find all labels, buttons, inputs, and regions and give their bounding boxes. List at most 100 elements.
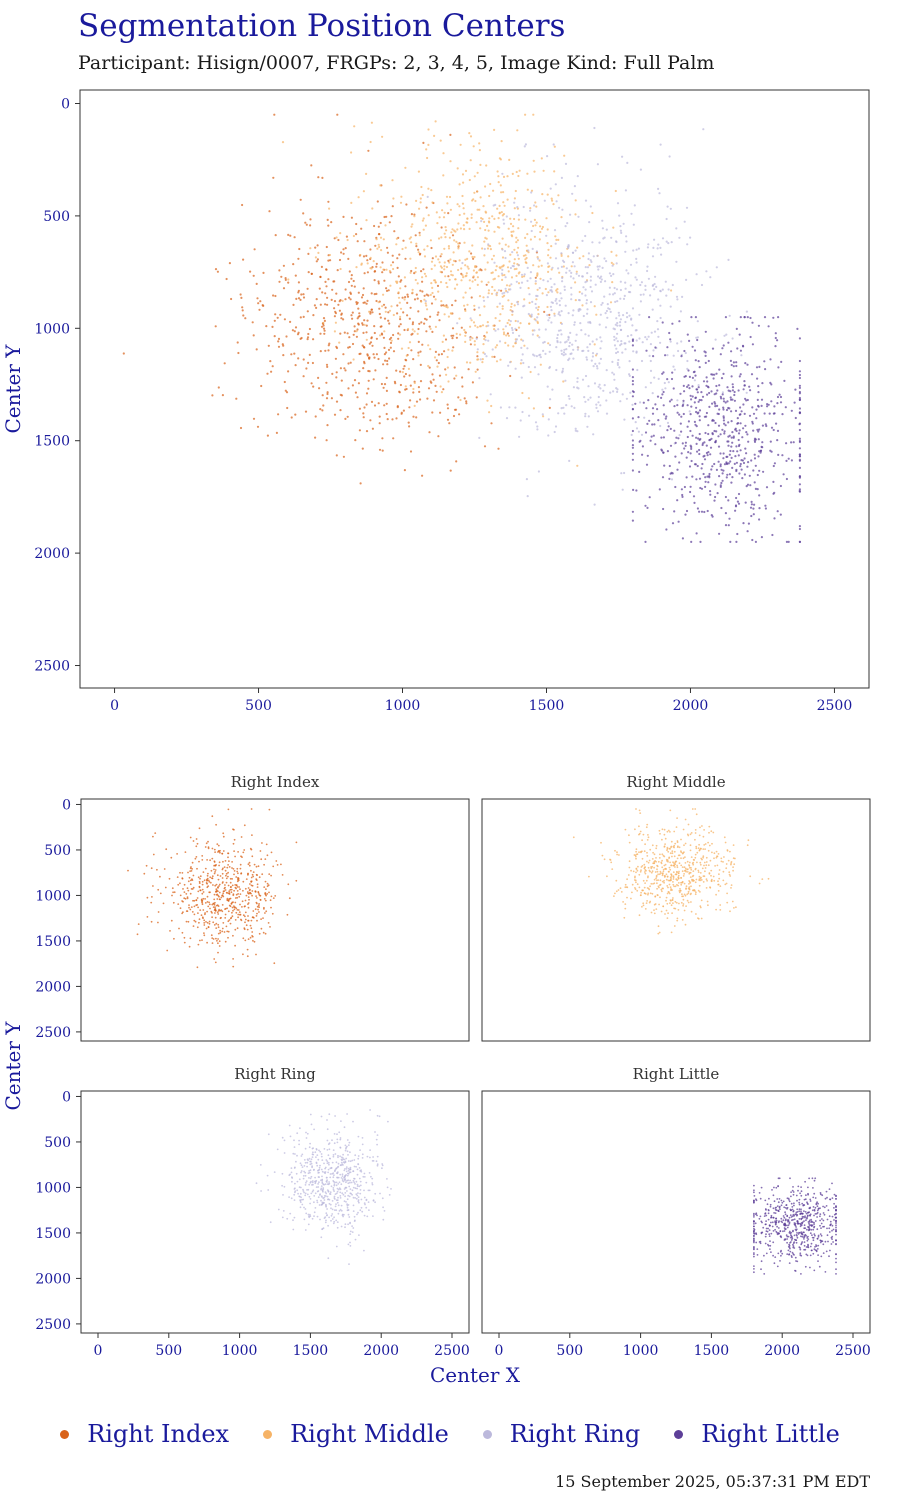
scatter-point-right-ring [289,1135,292,1138]
scatter-point-right-middle [684,862,687,864]
scatter-point-right-middle [491,285,494,289]
scatter-point-right-index [220,896,223,899]
scatter-point-right-ring [332,1155,335,1158]
scatter-point-right-middle [536,334,539,337]
scatter-point-right-index [325,439,328,442]
scatter-point-right-middle [574,199,577,202]
scatter-point-right-middle [518,169,521,172]
scatter-point-right-little [691,345,694,348]
scatter-point-right-index [270,851,273,854]
scatter-point-right-index [377,280,380,283]
scatter-point-right-index [371,344,374,347]
scatter-point-right-middle [669,831,671,833]
scatter-point-right-ring [292,1219,294,1222]
scatter-point-right-middle [615,254,618,257]
scatter-point-right-middle [490,404,493,408]
scatter-point-right-little [675,436,678,439]
scatter-point-right-little [753,481,756,484]
scatter-point-right-ring [361,1153,364,1156]
scatter-point-right-little [681,495,684,498]
scatter-point-right-middle [486,247,490,250]
scatter-point-right-ring [612,293,615,296]
scatter-point-right-index [302,212,305,215]
scatter-point-right-ring [309,1198,312,1200]
scatter-point-right-ring [617,311,620,314]
scatter-point-right-little [787,457,790,460]
scatter-point-right-index [206,874,209,877]
scatter-point-right-middle [425,304,428,307]
scatter-point-right-little [662,404,665,407]
scatter-point-right-index [506,332,509,335]
scatter-point-right-index [366,299,369,302]
scatter-point-right-index [168,877,171,880]
scatter-point-right-ring [644,288,647,291]
scatter-point-right-little [631,417,635,420]
scatter-point-right-middle [371,207,374,210]
scatter-point-right-index [219,917,222,920]
scatter-point-right-ring [329,1173,332,1175]
scatter-point-right-index [228,890,231,893]
scatter-point-right-index [395,369,398,372]
scatter-point-right-ring [554,299,557,302]
scatter-point-right-little [774,336,777,340]
scatter-point-right-ring [555,368,558,372]
scatter-point-right-middle [391,179,394,182]
scatter-point-right-ring [355,1165,357,1168]
scatter-point-right-ring [715,266,718,269]
scatter-point-right-ring [618,324,622,327]
scatter-point-right-middle [446,366,449,369]
scatter-point-right-middle [557,194,560,197]
scatter-point-right-ring [594,362,597,365]
scatter-point-right-little [744,362,747,365]
scatter-point-right-ring [649,369,653,372]
scatter-point-right-middle [467,267,470,270]
scatter-point-right-middle [661,890,663,893]
scatter-point-right-ring [301,1203,304,1206]
scatter-point-right-middle [655,857,657,859]
scatter-point-right-ring [298,1143,300,1146]
scatter-point-right-ring [563,348,566,351]
scatter-point-right-ring [678,236,681,239]
scatter-point-right-little [691,385,694,388]
scatter-point-right-index [327,344,330,347]
scatter-point-right-ring [651,308,654,311]
scatter-point-right-ring [616,324,619,327]
scatter-point-right-middle [733,907,735,909]
scatter-point-right-little [743,380,746,383]
scatter-point-right-middle [732,866,734,868]
scatter-point-right-ring [639,283,642,287]
scatter-point-right-index [187,920,190,923]
scatter-point-right-index [197,943,200,946]
scatter-point-right-ring [316,1199,318,1202]
scatter-point-right-index [316,258,319,261]
scatter-point-right-index [392,333,395,337]
scatter-point-right-middle [609,301,613,304]
scatter-point-right-index [272,897,275,899]
scatter-point-right-ring [321,1175,323,1178]
scatter-point-right-ring [612,373,616,376]
scatter-point-right-ring [366,1215,369,1218]
scatter-point-right-index [307,252,310,255]
scatter-point-right-ring [620,328,623,331]
scatter-point-right-index [399,318,402,321]
scatter-point-right-little [711,402,714,405]
scatter-point-right-index [278,280,281,283]
scatter-point-right-middle [464,169,468,172]
scatter-point-right-little [740,459,743,462]
scatter-point-right-little [833,1219,835,1221]
scatter-point-right-little [689,429,692,433]
scatter-point-right-ring [509,361,512,364]
scatter-point-right-middle [729,875,732,877]
scatter-point-right-index [240,836,243,838]
scatter-point-right-index [231,915,234,918]
scatter-point-right-ring [314,1192,317,1195]
scatter-point-right-ring [552,143,555,146]
scatter-point-right-middle [666,830,669,833]
scatter-point-right-ring [533,354,536,357]
scatter-point-right-ring [640,281,644,284]
scatter-point-right-middle [413,215,416,218]
scatter-point-right-ring [559,314,562,317]
scatter-point-right-index [388,322,391,325]
scatter-point-right-middle [399,307,403,310]
scatter-point-right-index [203,879,206,882]
